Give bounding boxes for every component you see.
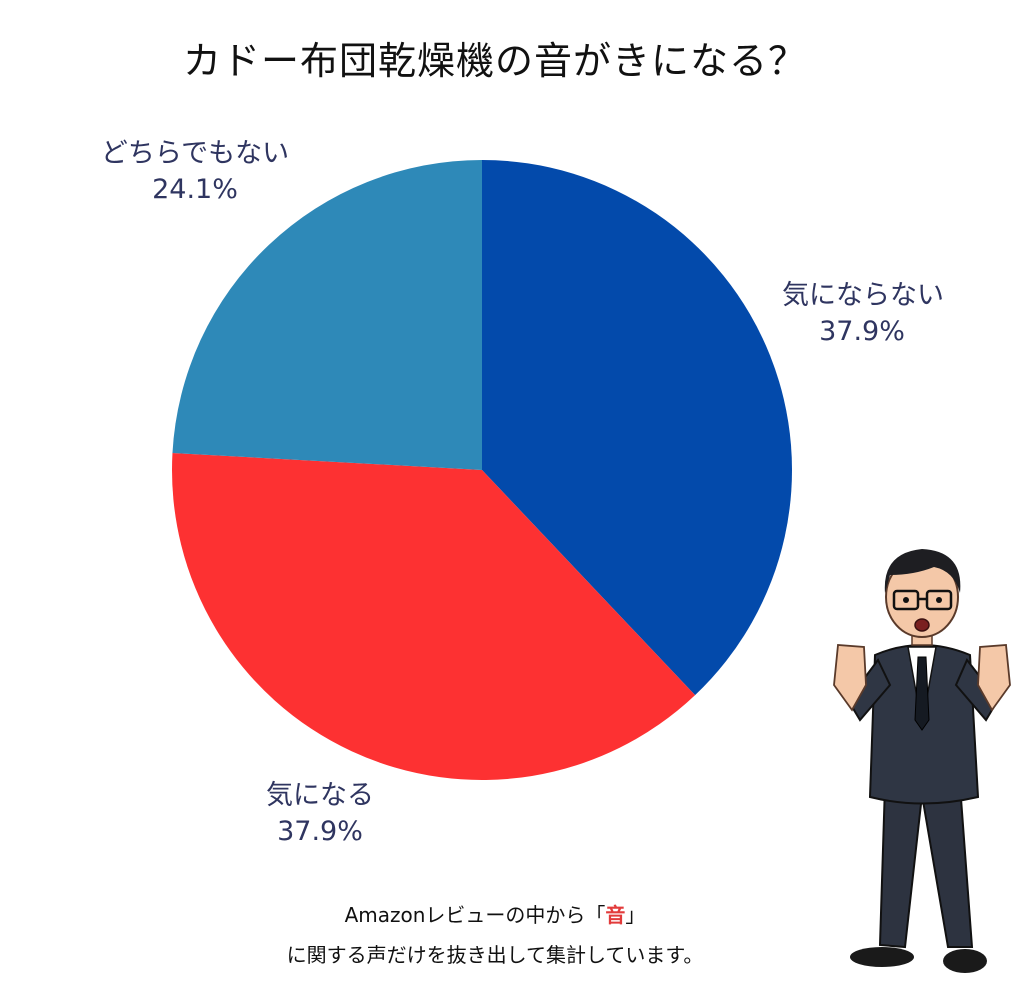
label-dochiratemonai-value: 24.1% (152, 174, 238, 205)
pie-slice-1 (172, 452, 696, 780)
pie-slice-0 (482, 160, 792, 696)
label-kininaru: 気になる 37.9% (245, 778, 395, 850)
label-kininaranai-value: 37.9% (819, 316, 905, 347)
footnote: Amazonレビューの中から「音」 に関する声だけを抜き出して集計しています。 (230, 895, 760, 975)
footnote-suffix: 」 (625, 903, 646, 927)
label-kininaru-text: 気になる (266, 780, 374, 811)
label-kininaranai: 気にならない 37.9% (782, 278, 944, 350)
footnote-prefix: Amazonレビューの中から「 (344, 903, 606, 927)
footnote-line-1: Amazonレビューの中から「音」 (230, 895, 760, 935)
surprised-businessman-illustration (833, 549, 1011, 973)
label-dochiratemonai-text: どちらでもない (100, 138, 290, 169)
label-kininaranai-text: 気にならない (782, 280, 944, 311)
label-dochiratemonai: どちらでもない 24.1% (85, 136, 305, 208)
chart-title: カドー布団乾燥機の音がきになる？ (182, 39, 807, 83)
footnote-highlight: 音 (605, 903, 626, 927)
footnote-line-2: に関する声だけを抜き出して集計しています。 (286, 943, 704, 967)
pie-slice-2 (172, 160, 483, 470)
label-kininaru-value: 37.9% (277, 816, 363, 847)
